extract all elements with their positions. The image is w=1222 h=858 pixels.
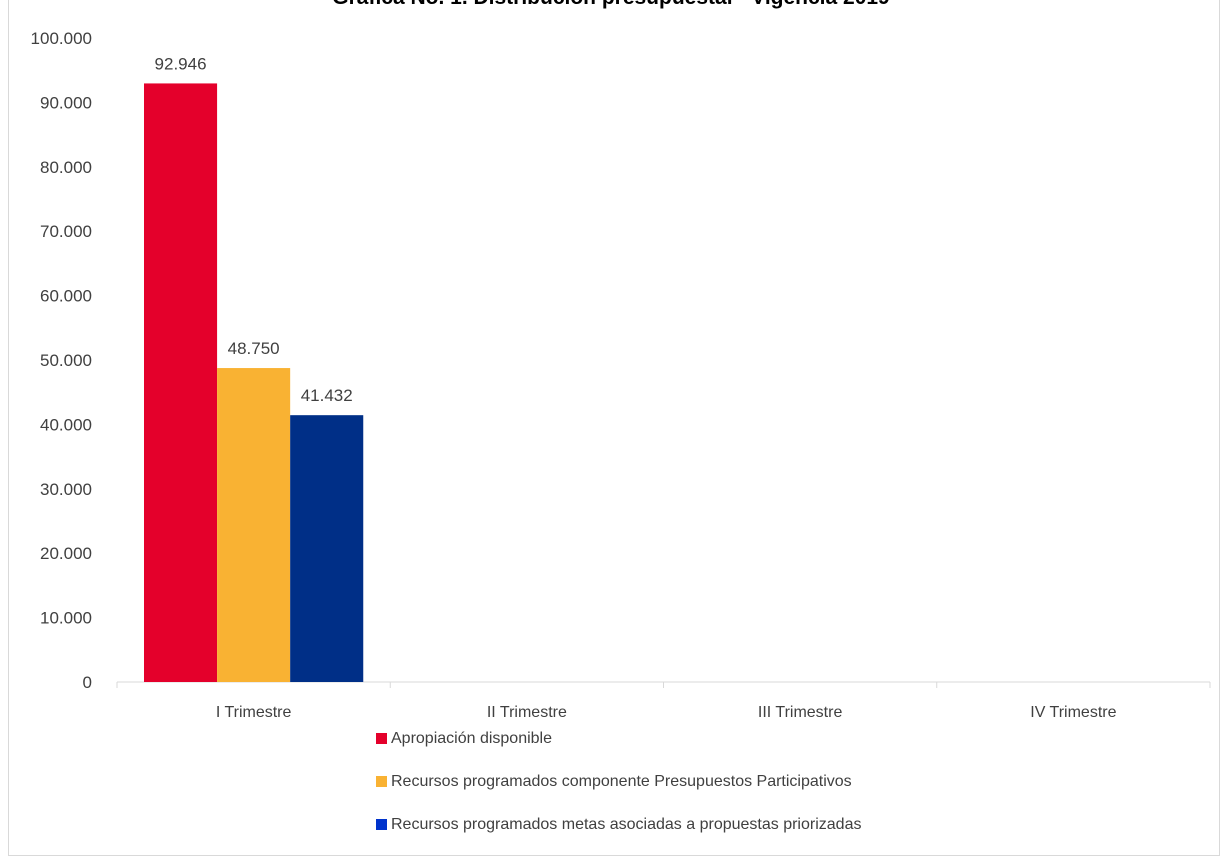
- x-tick-label: II Trimestre: [487, 704, 567, 721]
- legend-label-apropiacion: Apropiación disponible: [391, 730, 552, 747]
- legend-item-apropiacion: Apropiación disponible: [376, 730, 552, 748]
- y-tick-label: 10.000: [40, 609, 92, 628]
- chart-title: Gráfica No. 1. Distribución presupuestal…: [0, 0, 1222, 10]
- y-tick-label: 20.000: [40, 544, 92, 563]
- y-tick-label: 60.000: [40, 287, 92, 306]
- legend-item-presupuestos: Recursos programados componente Presupue…: [376, 773, 852, 791]
- x-tick-label: I Trimestre: [216, 704, 292, 721]
- data-label: 92.946: [155, 54, 207, 73]
- legend-swatch-apropiacion: [376, 733, 387, 744]
- y-tick-label: 90.000: [40, 93, 92, 112]
- x-tick-label: III Trimestre: [758, 704, 843, 721]
- y-tick-label: 80.000: [40, 158, 92, 177]
- legend-item-metas: Recursos programados metas asociadas a p…: [376, 816, 861, 834]
- y-tick-label: 0: [83, 673, 92, 692]
- bar-chart: 0 10.000 20.000 30.000 40.000 50.000 60.000 70.…: [31, 29, 1211, 721]
- legend-label-presupuestos: Recursos programados componente Presupue…: [391, 773, 852, 790]
- y-tick-label: 70.000: [40, 222, 92, 241]
- y-tick-label: 30.000: [40, 480, 92, 499]
- y-tick-label: 50.000: [40, 351, 92, 370]
- y-tick-label: 100.000: [31, 29, 92, 48]
- y-tick-label: 40.000: [40, 415, 92, 434]
- bar: [144, 83, 218, 683]
- legend-label-metas: Recursos programados metas asociadas a p…: [391, 816, 862, 833]
- x-tick-label: IV Trimestre: [1030, 704, 1116, 721]
- legend-swatch-presupuestos: [376, 776, 387, 787]
- data-label: 48.750: [228, 339, 280, 358]
- legend-swatch-metas: [376, 819, 387, 830]
- bar: [217, 368, 291, 682]
- bar: [290, 415, 364, 682]
- data-label: 41.432: [301, 386, 353, 405]
